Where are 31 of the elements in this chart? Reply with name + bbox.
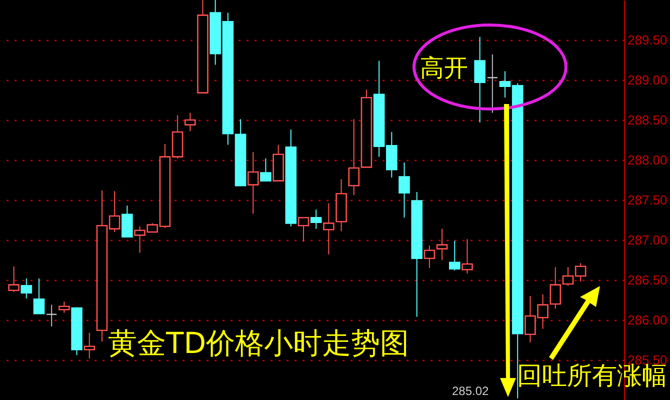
candlestick [20, 278, 32, 299]
candlestick [58, 301, 70, 314]
candlestick [260, 158, 272, 182]
candlestick [247, 152, 259, 214]
candlestick [474, 36, 486, 123]
candlestick [424, 245, 436, 268]
candlestick [486, 54, 498, 114]
candlestick [298, 216, 310, 242]
candlestick [323, 202, 334, 255]
y-tick-label: 287.50 [628, 192, 668, 208]
y-tick-label: 286.50 [628, 272, 668, 288]
candlestick [310, 209, 322, 230]
candlestick [462, 238, 473, 274]
candlestick [184, 112, 196, 132]
text: 黄金TD价格小时走势图 [108, 326, 410, 360]
y-tick-label: 288.50 [628, 112, 668, 128]
candlestick [33, 278, 45, 314]
annotation: 高开 [420, 54, 468, 82]
candlestick [398, 162, 410, 218]
candlestick [122, 205, 133, 238]
candlestick [448, 240, 460, 271]
candlestick [8, 266, 20, 292]
y-tick-label: 286.00 [628, 312, 668, 328]
y-tick-label: 287.00 [628, 232, 668, 248]
annotation: 285.02 [452, 384, 489, 398]
candlestick [84, 332, 96, 359]
y-tick-label: 289.50 [628, 32, 668, 48]
y-tick-label: 288.00 [628, 152, 668, 168]
y-tick-label: 289.00 [628, 72, 668, 88]
candlestick [46, 304, 58, 327]
candlestick [436, 228, 448, 260]
